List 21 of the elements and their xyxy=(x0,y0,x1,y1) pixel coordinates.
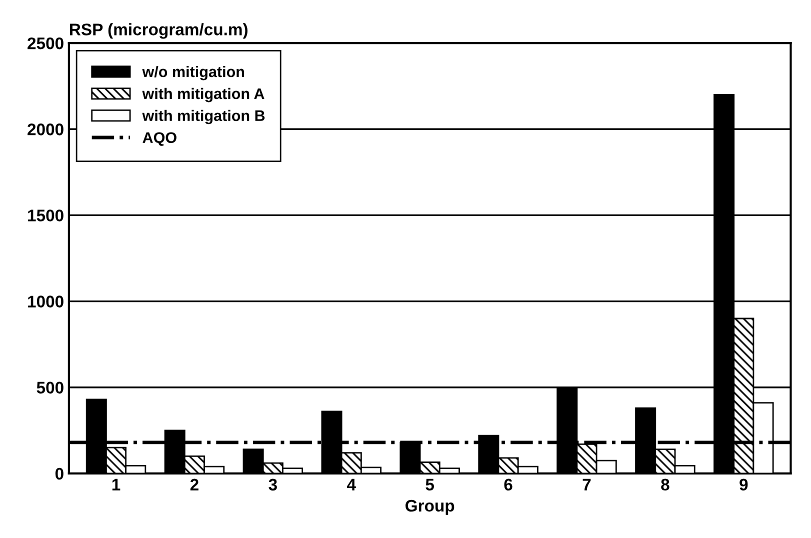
x-tick-label: 9 xyxy=(740,478,748,491)
legend-label: with mitigation B xyxy=(142,110,265,124)
x-tick-label: 5 xyxy=(426,478,434,491)
legend-label: AQO xyxy=(142,132,176,146)
x-tick-label: 2 xyxy=(190,478,198,490)
legend-label: with mitigation A xyxy=(142,88,264,102)
y-tick-label: 2000 xyxy=(28,124,64,136)
y-tick-label: 2500 xyxy=(28,37,64,50)
y-tick-label: 1000 xyxy=(28,296,64,308)
y-axis-title: RSP (microgram/cu.m) xyxy=(70,23,248,39)
x-tick-label: 4 xyxy=(346,478,356,490)
x-tick-label: 1 xyxy=(112,478,120,490)
x-axis-title: Group xyxy=(406,500,454,515)
x-tick-label: 6 xyxy=(504,478,512,491)
x-tick-label: 3 xyxy=(268,478,277,491)
y-tick-label: 0 xyxy=(55,468,64,480)
x-tick-label: 7 xyxy=(582,478,591,490)
y-tick-label: 1500 xyxy=(28,210,64,222)
y-tick-label: 500 xyxy=(36,382,64,394)
x-tick-label: 8 xyxy=(661,478,670,491)
legend-label: w/o mitigation xyxy=(142,66,244,80)
